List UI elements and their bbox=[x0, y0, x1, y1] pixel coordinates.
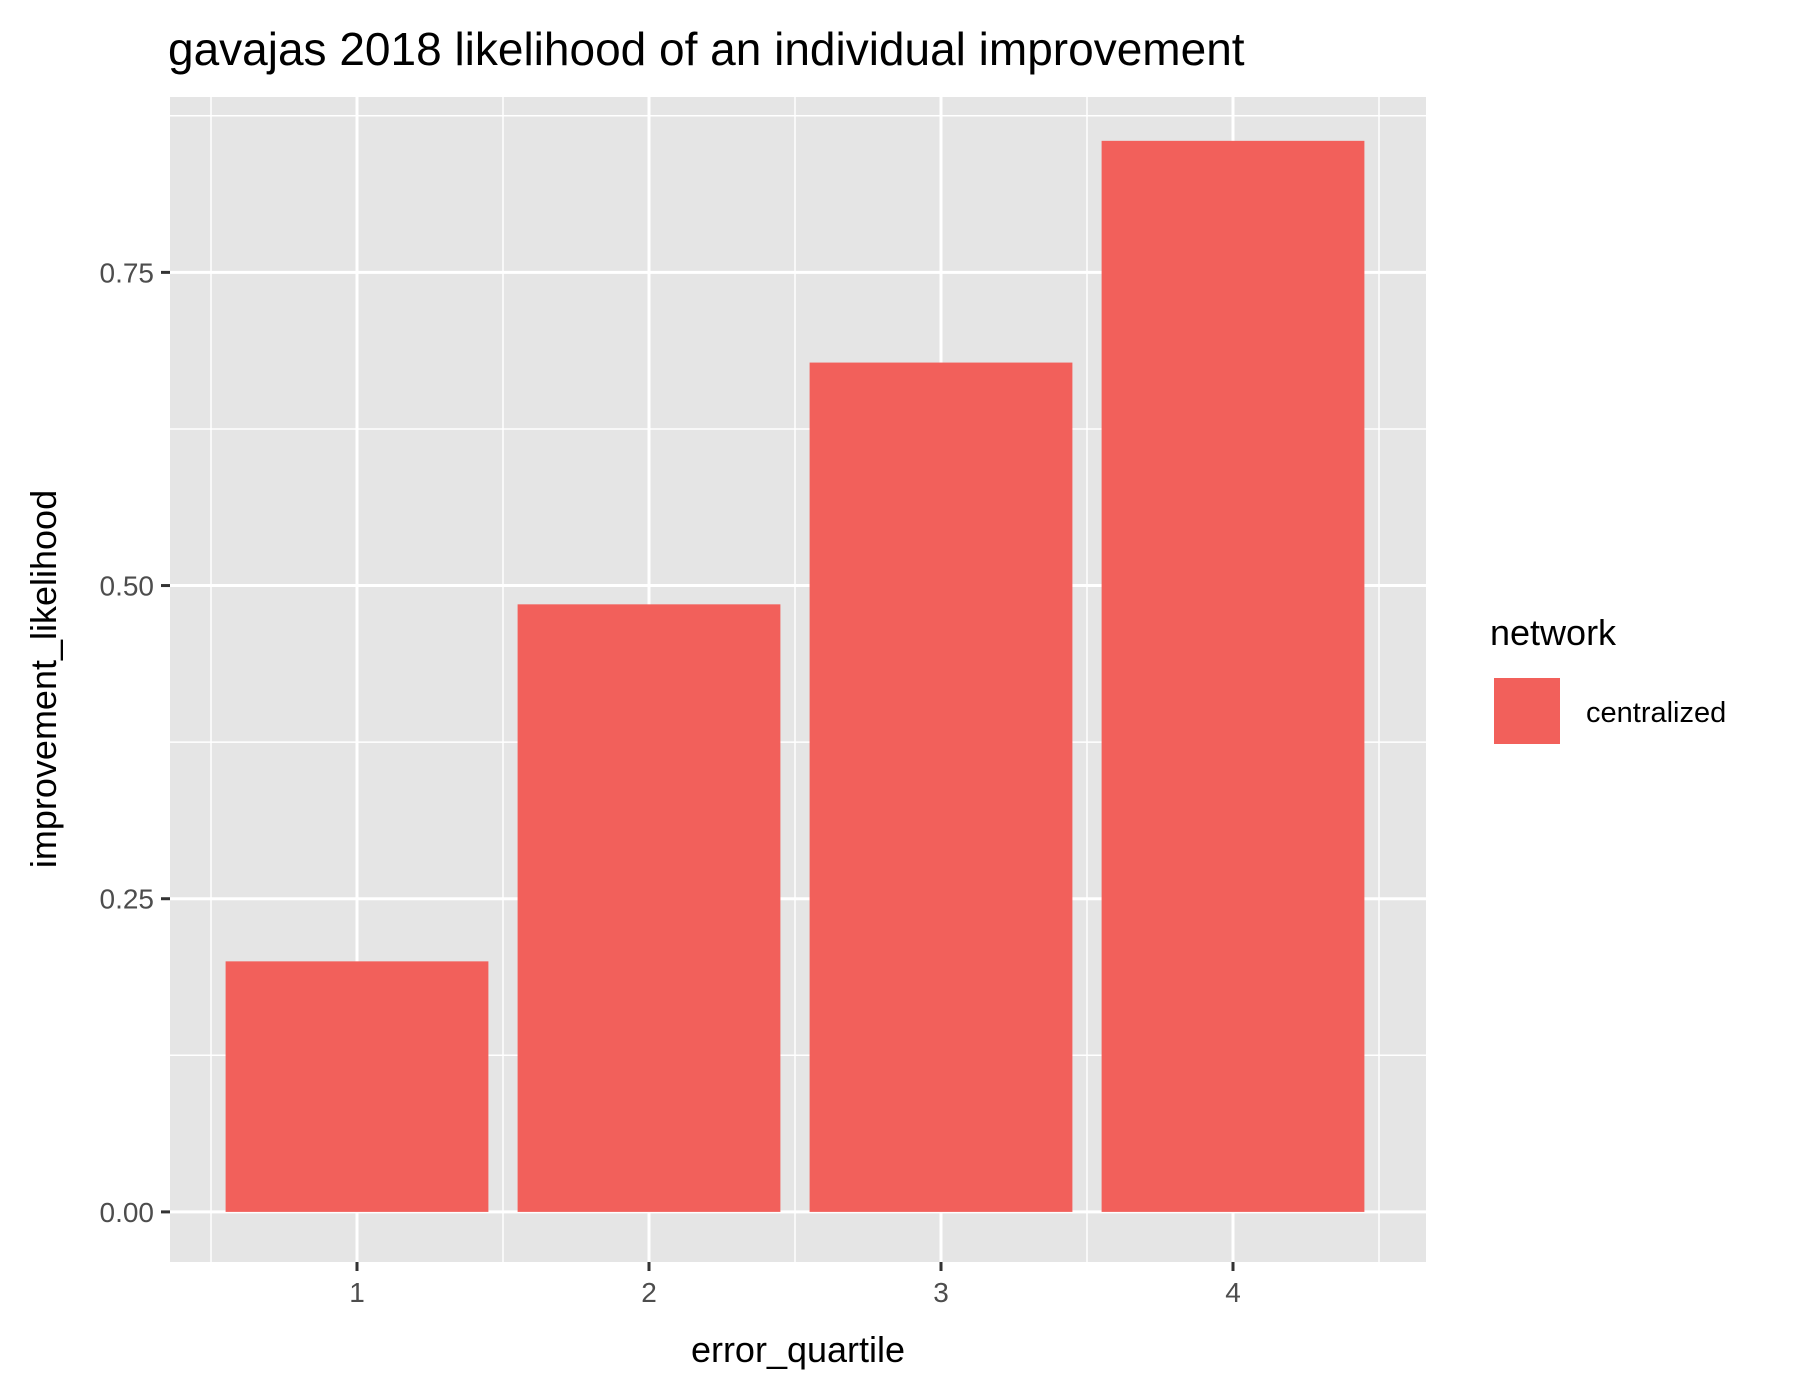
y-tick-label: 0.25 bbox=[100, 884, 155, 915]
y-axis-ticks: 0.00 0.25 0.50 0.75 bbox=[100, 257, 170, 1228]
bar-2 bbox=[517, 604, 781, 1212]
y-axis-title: improvement_likelihood bbox=[23, 490, 64, 868]
x-axis-title: error_quartile bbox=[691, 1329, 905, 1370]
bar-4 bbox=[1101, 140, 1365, 1212]
y-tick-label: 0.75 bbox=[100, 257, 155, 288]
x-tick-label: 3 bbox=[933, 1277, 949, 1308]
x-tick-label: 2 bbox=[641, 1277, 657, 1308]
bars bbox=[225, 140, 1365, 1212]
x-axis-ticks: 1 2 3 4 bbox=[349, 1262, 1241, 1308]
legend-title: network bbox=[1490, 612, 1617, 653]
bar-1 bbox=[225, 961, 489, 1212]
y-tick-label: 0.00 bbox=[100, 1197, 155, 1228]
x-tick-label: 4 bbox=[1225, 1277, 1241, 1308]
legend-key-centralized bbox=[1492, 676, 1562, 746]
y-tick-label: 0.50 bbox=[100, 571, 155, 602]
bar-3 bbox=[809, 362, 1073, 1212]
legend: network centralized bbox=[1490, 612, 1726, 746]
chart-title: gavajas 2018 likelihood of an individual… bbox=[168, 23, 1245, 75]
x-tick-label: 1 bbox=[349, 1277, 365, 1308]
legend-label-centralized: centralized bbox=[1586, 697, 1726, 729]
